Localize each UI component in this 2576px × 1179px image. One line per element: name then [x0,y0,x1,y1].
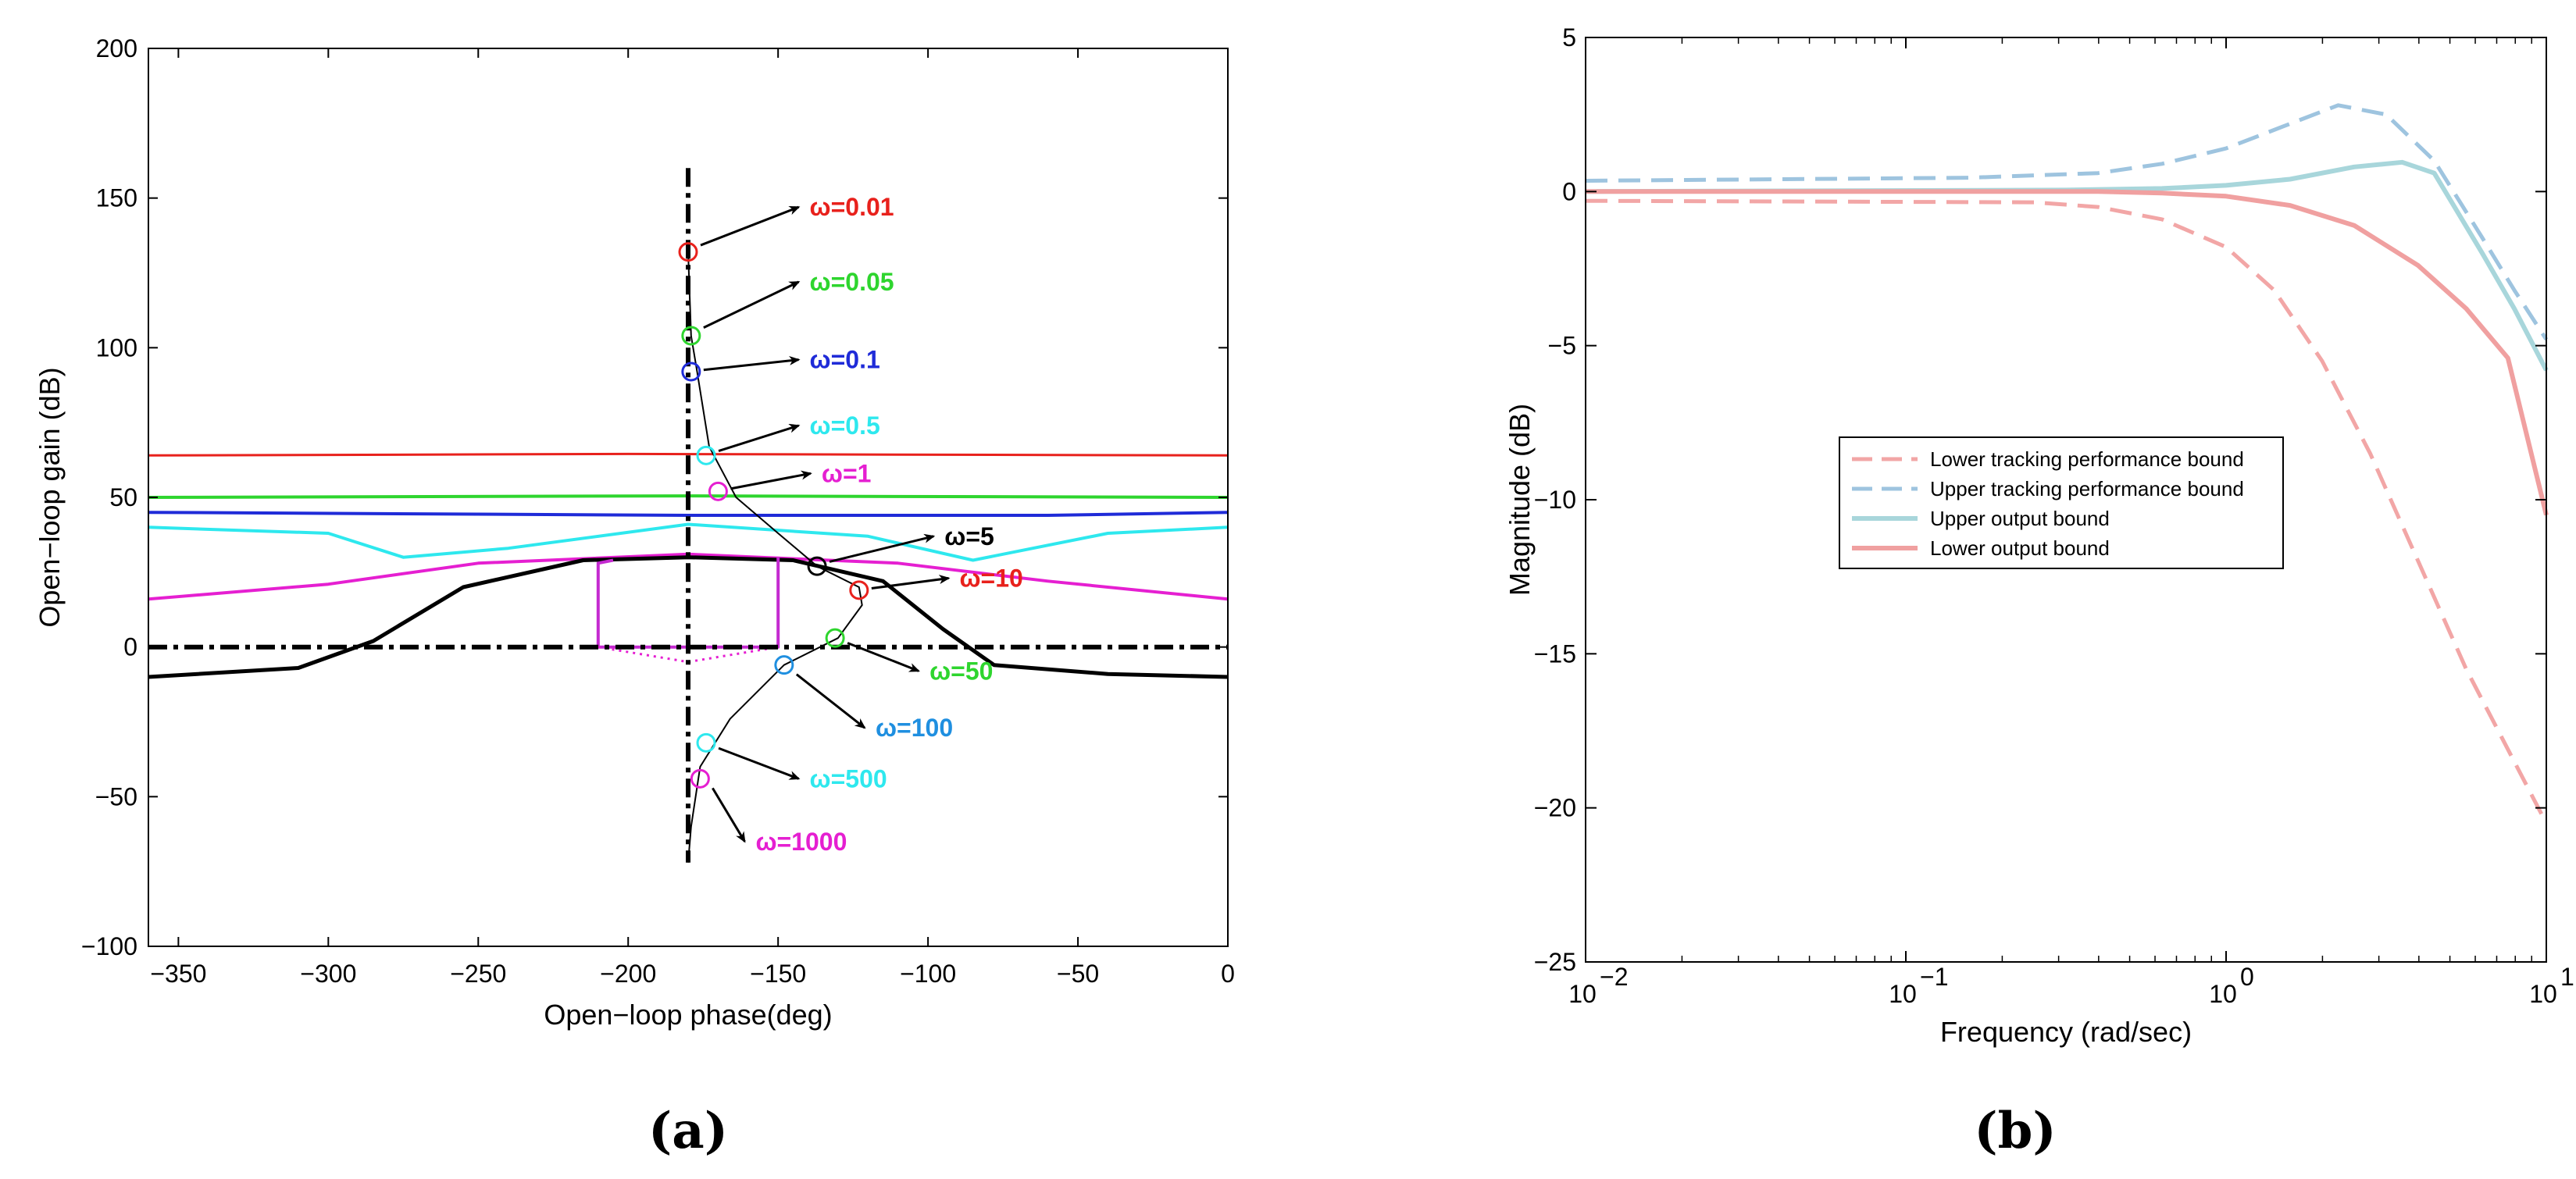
legend-label: Lower tracking performance bound [1930,447,2244,471]
panel-a-x-axis-title: Open−loop phase(deg) [544,999,832,1031]
marker-label: ω=0.5 [810,411,880,440]
panel-a-nichols-chart: ω=0.01 ω=0.05 ω=0.1 ω=0.5 ω=1 ω=5 ω=10 ω=50 ω=10… [34,34,1235,1160]
series-upper-output-bound [1585,159,2549,372]
marker-arrow [703,280,801,329]
marker-circle [696,445,716,465]
marker-circle [681,362,701,382]
series-bound-w-5 [148,555,1229,679]
marker-label: ω=50 [929,657,993,685]
x-tick-label: 10 [2529,980,2557,1008]
panel-a-y-axis-title: Open−loop gain (dB) [34,367,66,627]
y-tick-label: −15 [1534,639,1576,668]
x-tick-label: 0 [1221,960,1235,988]
x-tick-label: −100 [900,960,956,988]
series-bound-w-10-lower [598,646,779,664]
marker-arrow [847,642,920,672]
y-tick-label: 50 [109,483,137,511]
marker-label: ω=0.1 [810,346,880,374]
x-tick-label: 10 [1568,980,1597,1008]
x-tick-label: −150 [750,960,806,988]
marker-circle [690,768,710,789]
y-tick-label: 150 [96,184,137,212]
marker-arrow [718,423,801,453]
marker-label: ω=1000 [755,828,847,856]
marker-circle [849,580,869,600]
series-upper-tracking-performance-bound [1585,103,2549,341]
marker-circle [774,655,794,675]
series-bound-w-0-5 [148,522,1229,562]
x-tick-label: −50 [1057,960,1099,988]
legend-label: Upper tracking performance bound [1930,477,2244,500]
legend-label: Upper output bound [1930,507,2110,530]
y-tick-label: −10 [1534,486,1576,514]
x-tick-label: 10 [2209,980,2237,1008]
y-tick-label: 0 [123,633,137,661]
marker-label: ω=500 [810,764,887,793]
series-bound-w-0-01 [148,452,1229,457]
y-tick-label: −5 [1548,332,1576,360]
x-tick-exponent: −1 [1920,963,1948,991]
series-bound-w-0-1 [148,511,1229,517]
marker-arrow [700,205,801,247]
y-tick-label: 200 [96,34,137,62]
x-tick-exponent: 0 [2240,963,2254,991]
y-tick-label: 0 [1562,177,1576,205]
panel-b-label: (b) [1974,1102,2056,1160]
marker-circle [825,628,845,648]
marker-arrow [718,746,801,780]
panel-b-y-axis-title: Magnitude (dB) [1504,404,1536,596]
marker-circle [696,732,716,753]
marker-label: ω=100 [876,714,953,742]
marker-label: ω=1 [822,459,872,487]
marker-arrow [730,470,812,490]
panel-a-plot-lines [148,168,1229,863]
x-tick-label: −300 [300,960,356,988]
y-tick-label: −50 [95,782,137,810]
marker-circle [708,481,728,501]
marker-circle [678,242,698,262]
y-tick-label: 100 [96,333,137,362]
marker-label: ω=10 [960,565,1023,593]
marker-arrow [795,673,866,729]
marker-circle [681,326,701,346]
marker-arrow [712,787,746,843]
x-tick-exponent: −2 [1600,963,1628,991]
marker-arrow [871,575,951,590]
y-tick-label: −25 [1534,948,1576,976]
marker-label: ω=0.01 [810,193,894,221]
x-tick-exponent: 1 [2560,963,2574,991]
panel-b-legend: Lower tracking performance bound Upper tr… [1839,436,2284,569]
marker-circle [807,556,827,576]
panel-b-x-axis-title: Frequency (rad/sec) [1940,1016,2192,1048]
marker-arrow [703,355,801,372]
x-tick-label: −350 [150,960,206,988]
x-tick-label: −200 [600,960,656,988]
marker-label: ω=0.05 [810,268,894,296]
x-tick-label: −250 [450,960,506,988]
marker-arrow [829,533,936,563]
y-tick-label: −100 [81,932,137,960]
panel-a-frequency-markers: ω=0.01 ω=0.05 ω=0.1 ω=0.5 ω=1 ω=5 ω=10 ω=50 ω=10… [678,193,1023,856]
panel-a-ticks: −350 −300 −250 −200 −150 −100 −50 0 −100 −50 0 50 10… [81,34,1235,988]
marker-label: ω=5 [944,522,994,550]
x-tick-label: 10 [1889,980,1917,1008]
panel-b-plot-lines [1585,103,2549,825]
legend-label: Lower output bound [1930,536,2110,560]
series-lower-output-bound [1586,189,2549,516]
panel-a-label: (a) [648,1102,728,1160]
series-lower-tracking-performance-bound [1585,198,2549,825]
y-tick-label: −20 [1534,794,1576,822]
y-tick-label: 5 [1562,23,1576,52]
